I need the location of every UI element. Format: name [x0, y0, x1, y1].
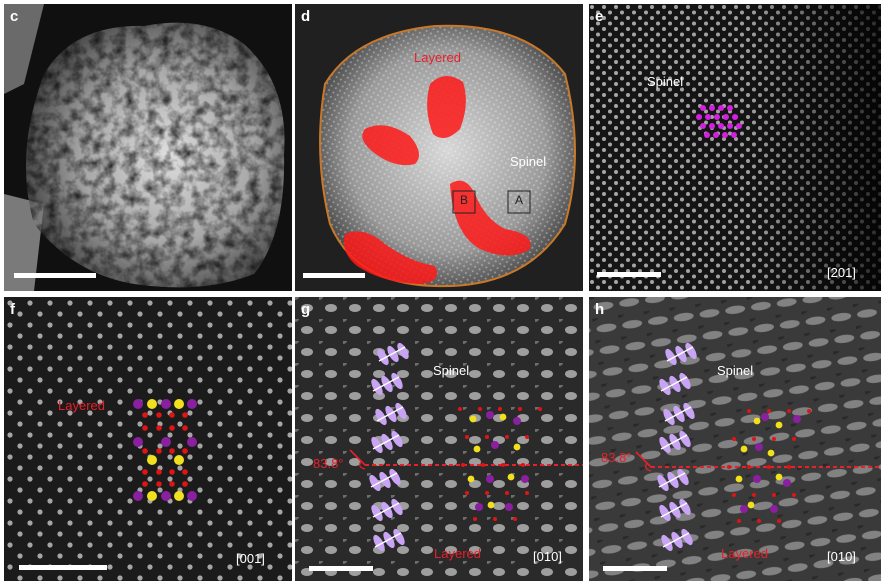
- label-spinel: Spinel: [647, 74, 684, 89]
- panel-label-e: e: [595, 8, 604, 25]
- zone-axis-label: [201]: [827, 265, 856, 280]
- layered-model-overlay: [458, 407, 542, 521]
- label-layered: Layered: [414, 50, 461, 65]
- zone-box-b: [452, 190, 476, 214]
- spinel-boundary: [319, 24, 576, 288]
- scale-bar: [309, 566, 373, 571]
- zone-label-a: A: [515, 193, 524, 207]
- layered-regions: [343, 75, 531, 284]
- panel-label-c: c: [10, 8, 19, 25]
- panel-d: d Layered Spinel B A: [295, 4, 583, 291]
- zone-axis-label: [001]: [236, 551, 265, 566]
- stem-image: [4, 297, 292, 581]
- layered-model-overlay: [133, 399, 197, 501]
- panel-e: e Spinel [201]: [589, 4, 881, 291]
- label-layered: Layered: [434, 546, 481, 561]
- scale-bar: [597, 272, 661, 277]
- label-spinel: Spinel: [717, 363, 754, 378]
- panel-g: g Spinel Layered 83.8° [010]: [295, 297, 583, 581]
- particle-image: [4, 4, 285, 291]
- stem-image: [589, 297, 881, 581]
- panel-label-g: g: [301, 301, 311, 318]
- panel-h: h Spinel Layered 83.8° [010]: [589, 297, 881, 581]
- stem-image: [295, 297, 583, 581]
- layered-model-overlay: [727, 409, 811, 523]
- zone-axis-label: [010]: [827, 549, 856, 564]
- panel-label-h: h: [595, 301, 605, 318]
- angle-label: 83.8°: [313, 456, 344, 471]
- zone-box-a: [507, 190, 531, 214]
- zone-axis-label: [010]: [533, 549, 562, 564]
- panel-c: c: [4, 4, 292, 291]
- label-layered: Layered: [721, 546, 768, 561]
- stem-image: [589, 4, 881, 291]
- scale-bar: [603, 566, 667, 571]
- panel-f: f Layered [001]: [4, 297, 292, 581]
- label-spinel: Spinel: [433, 363, 470, 378]
- scale-bar: [14, 273, 96, 278]
- scale-bar: [303, 273, 365, 278]
- spinel-model-overlay: [696, 105, 742, 138]
- label-layered: Layered: [58, 398, 105, 413]
- particle-image: [295, 4, 583, 291]
- panel-label-d: d: [301, 8, 311, 25]
- panel-label-f: f: [10, 301, 15, 318]
- zone-label-b: B: [460, 193, 469, 207]
- scale-bar: [19, 565, 107, 570]
- label-spinel: Spinel: [510, 154, 547, 169]
- angle-label: 83.8°: [601, 450, 632, 465]
